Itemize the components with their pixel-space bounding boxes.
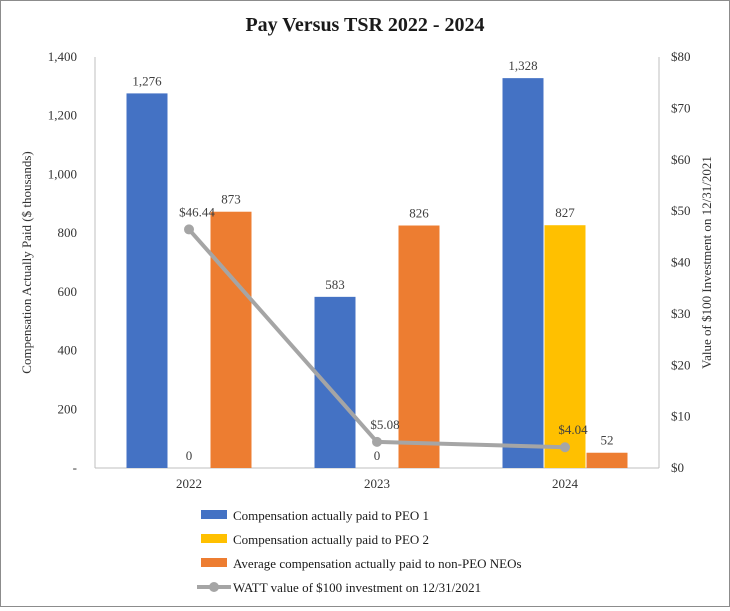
left-tick-label: 1,200 xyxy=(48,108,77,123)
right-tick-label: $80 xyxy=(671,49,691,64)
bar-2022-series-3 xyxy=(210,211,252,468)
bar-2024-series-3 xyxy=(586,452,628,468)
legend-swatch-2 xyxy=(201,534,227,543)
x-tick-label-2022: 2022 xyxy=(176,476,202,491)
data-label-2022-series-2: 0 xyxy=(186,448,193,463)
left-axis-title: Compensation Actually Paid ($ thousands) xyxy=(19,151,34,373)
data-label-2023-series-3: 826 xyxy=(409,206,429,221)
x-tick-label-2024: 2024 xyxy=(552,476,579,491)
tsr-label-2022: $46.44 xyxy=(179,204,215,219)
tsr-label-2024: $4.04 xyxy=(558,422,588,437)
legend-label-4: WATT value of $100 investment on 12/31/2… xyxy=(233,580,481,595)
data-label-2024-series-1: 1,328 xyxy=(508,58,537,73)
legend-swatch-1 xyxy=(201,510,227,519)
right-tick-label: $40 xyxy=(671,255,691,270)
right-tick-label: $30 xyxy=(671,306,691,321)
tsr-point-2023 xyxy=(372,436,382,447)
tsr-label-2023: $5.08 xyxy=(370,417,399,432)
right-tick-label: $50 xyxy=(671,203,691,218)
right-tick-label: $70 xyxy=(671,100,691,115)
x-tick-label-2023: 2023 xyxy=(364,476,390,491)
right-tick-label: $20 xyxy=(671,357,691,372)
legend-label-2: Compensation actually paid to PEO 2 xyxy=(233,532,429,547)
data-label-2022-series-3: 873 xyxy=(221,192,241,207)
bar-2022-series-1 xyxy=(126,93,168,468)
legend-marker xyxy=(209,582,219,592)
left-tick-label: 1,000 xyxy=(48,166,77,181)
tsr-point-2024 xyxy=(560,442,570,453)
data-label-2024-series-3: 52 xyxy=(601,433,614,448)
left-tick-label: - xyxy=(73,460,77,475)
bar-2023-series-3 xyxy=(398,225,440,468)
bar-2024-series-1 xyxy=(502,78,544,468)
data-label-2023-series-1: 583 xyxy=(325,277,345,292)
right-tick-label: $60 xyxy=(671,152,691,167)
data-label-2022-series-1: 1,276 xyxy=(132,73,162,88)
plot-area: - 200 400 600 800 1,000 1,200 1,400 $0 $10 $20 $30 $… xyxy=(19,49,714,491)
bar-2023-series-1 xyxy=(314,296,356,468)
legend: Compensation actually paid to PEO 1 Compe… xyxy=(197,508,522,595)
right-tick-label: $0 xyxy=(671,460,684,475)
left-tick-label: 800 xyxy=(58,225,78,240)
right-axis-title: Value of $100 Investment on 12/31/2021 xyxy=(699,156,714,369)
right-tick-label: $10 xyxy=(671,409,691,424)
left-tick-label: 600 xyxy=(58,284,78,299)
data-label-2023-series-2: 0 xyxy=(374,448,381,463)
tsr-point-2022 xyxy=(184,224,194,235)
left-tick-label: 1,400 xyxy=(48,49,77,64)
legend-label-1: Compensation actually paid to PEO 1 xyxy=(233,508,429,523)
left-tick-label: 200 xyxy=(58,401,78,416)
bar-2024-series-2 xyxy=(544,225,586,468)
legend-swatch-3 xyxy=(201,558,227,567)
chart-title: Pay Versus TSR 2022 - 2024 xyxy=(245,14,484,36)
legend-label-3: Average compensation actually paid to no… xyxy=(233,556,522,571)
left-tick-label: 400 xyxy=(58,343,78,358)
data-label-2024-series-2: 827 xyxy=(555,205,575,220)
